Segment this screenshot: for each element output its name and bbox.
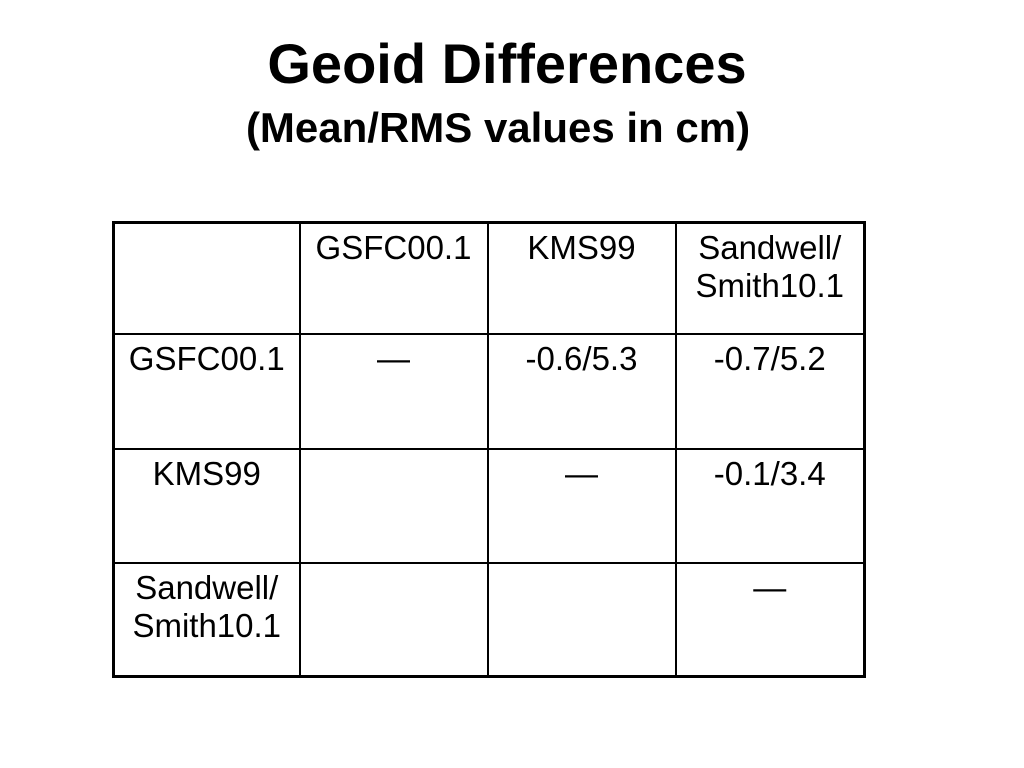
cell-kms99-kms99: — xyxy=(486,447,677,564)
table-row-gsfc001: GSFC00.1 — -0.6/5.3 -0.7/5.2 xyxy=(112,332,866,450)
table-row-kms99: KMS99 — -0.1/3.4 xyxy=(112,447,866,564)
slide-title: Geoid Differences xyxy=(267,32,747,95)
cell-sandwell-smith101-sandwell-smith101: — xyxy=(674,561,866,678)
cell-kms99-gsfc001 xyxy=(298,447,489,564)
row-header-sandwell-smith101: Sandwell/ Smith10.1 xyxy=(112,561,301,678)
row-header-gsfc001: GSFC00.1 xyxy=(112,332,301,450)
cell-sandwell-smith101-kms99 xyxy=(486,561,677,678)
cell-gsfc001-gsfc001: — xyxy=(298,332,489,450)
cell-sandwell-smith101-gsfc001 xyxy=(298,561,489,678)
table-row-sandwell-smith101: Sandwell/ Smith10.1 — xyxy=(112,561,866,678)
row-header-kms99: KMS99 xyxy=(112,447,301,564)
table-header-row: GSFC00.1 KMS99 Sandwell/ Smith10.1 xyxy=(112,221,866,335)
slide-subtitle: (Mean/RMS values in cm) xyxy=(245,104,751,151)
geoid-differences-table: GSFC00.1 KMS99 Sandwell/ Smith10.1 GSFC0… xyxy=(112,221,866,678)
column-header-kms99: KMS99 xyxy=(486,221,677,335)
cell-gsfc001-sandwell-smith101: -0.7/5.2 xyxy=(674,332,866,450)
column-header-gsfc001: GSFC00.1 xyxy=(298,221,489,335)
column-header-empty xyxy=(112,221,301,335)
column-header-sandwell-smith101: Sandwell/ Smith10.1 xyxy=(674,221,866,335)
cell-gsfc001-kms99: -0.6/5.3 xyxy=(486,332,677,450)
cell-kms99-sandwell-smith101: -0.1/3.4 xyxy=(674,447,866,564)
